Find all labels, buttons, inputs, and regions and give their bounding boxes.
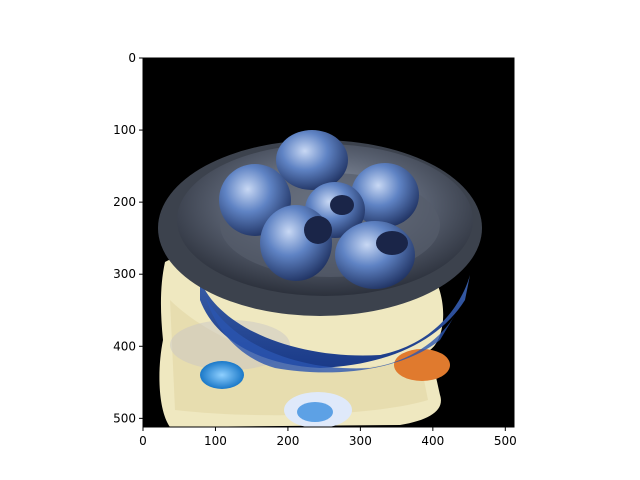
axes-frame bbox=[142, 57, 515, 428]
shell-opening-3 bbox=[330, 195, 354, 215]
y-tick-label: 500 bbox=[113, 411, 136, 425]
shell-6 bbox=[335, 221, 415, 289]
shells bbox=[219, 130, 419, 289]
y-tick-label: 0 bbox=[128, 51, 136, 65]
y-tick-label: 200 bbox=[113, 195, 136, 209]
x-tick-label: 400 bbox=[421, 434, 444, 448]
x-tick-label: 500 bbox=[494, 434, 517, 448]
shell-opening-2 bbox=[376, 231, 408, 255]
y-axis: 0 100 200 300 400 500 bbox=[113, 51, 143, 425]
shell-opening-1 bbox=[304, 216, 332, 244]
blue-stone-left bbox=[200, 361, 244, 389]
shell-2 bbox=[276, 130, 348, 190]
x-tick-label: 300 bbox=[349, 434, 372, 448]
blue-stone-bottom-inner bbox=[297, 402, 333, 422]
x-tick-label: 200 bbox=[276, 434, 299, 448]
orange-stone-right bbox=[394, 349, 450, 381]
blue-bowl-body bbox=[205, 295, 455, 373]
blue-bowl bbox=[200, 275, 470, 368]
y-tick-label: 300 bbox=[113, 267, 136, 281]
shell-3 bbox=[351, 163, 419, 227]
photo-image bbox=[143, 58, 514, 427]
x-tick-label: 100 bbox=[204, 434, 227, 448]
y-tick-label: 100 bbox=[113, 123, 136, 137]
x-axis: 0 100 200 300 400 500 bbox=[139, 427, 517, 448]
x-tick-label: 0 bbox=[139, 434, 147, 448]
y-tick-label: 400 bbox=[113, 339, 136, 353]
